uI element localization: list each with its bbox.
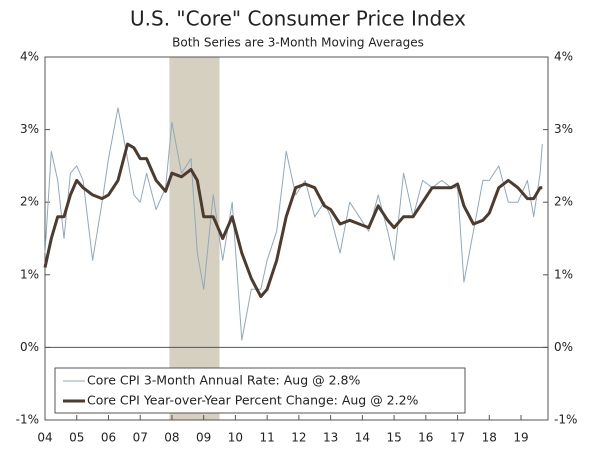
x-tick-label: 16	[418, 431, 433, 445]
x-tick-label: 05	[69, 431, 84, 445]
x-tick-label: 19	[513, 431, 528, 445]
y2-tick-label: -1%	[554, 413, 577, 427]
y2-tick-label: 4%	[554, 50, 573, 64]
legend-label: Core CPI Year-over-Year Percent Change: …	[87, 393, 419, 408]
x-tick-label: 08	[164, 431, 179, 445]
y-tick-label: 1%	[20, 267, 39, 281]
y2-tick-label: 1%	[554, 267, 573, 281]
y-tick-label: -1%	[16, 413, 39, 427]
y2-tick-label: 0%	[554, 340, 573, 354]
series-line	[43, 142, 543, 299]
x-tick-label: 13	[323, 431, 338, 445]
x-tick-label: 04	[37, 431, 52, 445]
y2-tick-label: 2%	[554, 195, 573, 209]
y-tick-label: 4%	[20, 50, 39, 64]
x-tick-label: 12	[291, 431, 306, 445]
plot-frame	[44, 56, 549, 421]
x-tick-label: 14	[355, 431, 370, 445]
x-tick-label: 15	[386, 431, 401, 445]
x-tick-label: 10	[228, 431, 243, 445]
x-tick-label: 09	[196, 431, 211, 445]
y-tick-label: 0%	[20, 340, 39, 354]
x-tick-label: 11	[260, 431, 275, 445]
x-tick-label: 18	[482, 431, 497, 445]
y-tick-label: 3%	[20, 122, 39, 136]
y-tick-label: 2%	[20, 195, 39, 209]
x-tick-label: 17	[450, 431, 465, 445]
legend-label: Core CPI 3-Month Annual Rate: Aug @ 2.8%	[87, 373, 360, 388]
legend-box	[54, 367, 466, 414]
x-tick-label: 07	[133, 431, 148, 445]
y2-tick-label: 3%	[554, 122, 573, 136]
chart-subtitle: Both Series are 3-Month Moving Averages	[172, 36, 424, 50]
chart-title: U.S. "Core" Consumer Price Index	[130, 7, 466, 31]
series-line	[44, 107, 543, 341]
recession-shade	[169, 57, 220, 420]
x-tick-label: 06	[101, 431, 116, 445]
